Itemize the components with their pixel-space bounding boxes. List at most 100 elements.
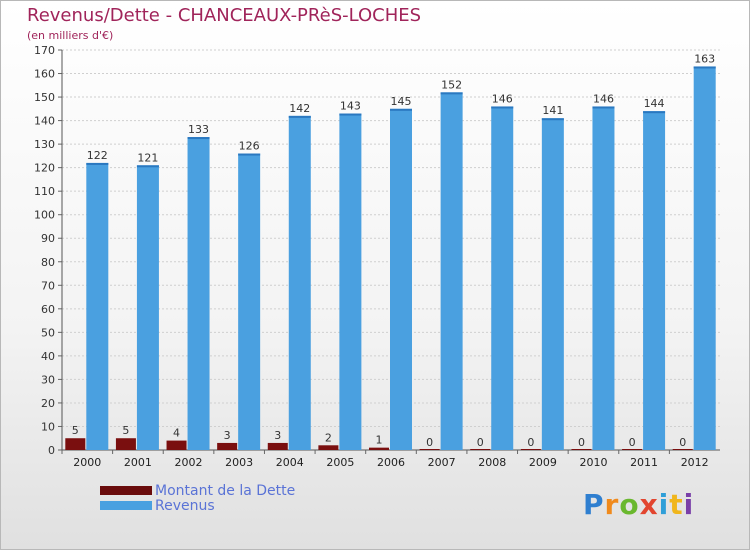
data-label-revenus: 141 [542, 104, 563, 117]
x-tick-label: 2009 [529, 456, 557, 469]
bar-revenus [86, 162, 109, 451]
bar-revenus-cap [643, 111, 666, 114]
y-tick-label: 80 [41, 256, 55, 269]
bar-revenus-cap [339, 113, 362, 116]
data-label-revenus: 122 [87, 149, 108, 162]
y-tick-label: 140 [34, 115, 55, 128]
data-label-dette: 2 [325, 431, 332, 444]
legend-swatch-dette [100, 486, 152, 495]
bar-revenus-cap [541, 118, 564, 121]
logo-letter: i [658, 488, 670, 521]
data-label-revenus: 163 [694, 52, 715, 65]
y-tick-label: 90 [41, 232, 55, 245]
x-tick-label: 2000 [73, 456, 101, 469]
bar-revenus [592, 106, 615, 451]
legend-item-dette: Montant de la Dette [100, 483, 360, 502]
data-label-dette: 0 [578, 436, 585, 449]
logo-letter: t [669, 488, 684, 521]
bar-dette [115, 438, 136, 450]
bar-revenus [440, 92, 463, 451]
bar-revenus-cap [187, 137, 210, 140]
x-tick-label: 2011 [630, 456, 658, 469]
bar-revenus-cap [86, 162, 109, 165]
x-tick-label: 2001 [124, 456, 152, 469]
logo-letter: o [619, 488, 640, 521]
bar-revenus [339, 113, 362, 450]
bar-revenus [136, 165, 159, 450]
data-labels: 0102030405060708090100110120130140150160… [34, 44, 715, 469]
bars [65, 66, 716, 451]
x-tick-label: 2002 [175, 456, 203, 469]
legend-label-dette: Montant de la Dette [155, 483, 296, 499]
data-label-revenus: 152 [441, 78, 462, 91]
data-label-revenus: 121 [137, 151, 158, 164]
data-label-revenus: 133 [188, 123, 209, 136]
legend-item-revenus: Revenus [100, 498, 360, 517]
bar-revenus [541, 118, 564, 450]
y-tick-label: 150 [34, 91, 55, 104]
bar-dette [65, 438, 86, 450]
y-tick-label: 10 [41, 420, 55, 433]
y-tick-label: 30 [41, 373, 55, 386]
data-label-dette: 3 [274, 429, 281, 442]
logo-letter: x [639, 488, 659, 521]
data-label-dette: 0 [679, 436, 686, 449]
bar-dette [672, 449, 693, 450]
bar-dette [571, 449, 592, 450]
bar-dette [470, 449, 491, 450]
bar-dette [520, 449, 541, 450]
data-label-dette: 0 [629, 436, 636, 449]
bar-revenus [643, 111, 666, 451]
x-tick-label: 2006 [377, 456, 405, 469]
y-tick-label: 120 [34, 162, 55, 175]
bar-dette [622, 449, 643, 450]
data-label-revenus: 143 [340, 100, 361, 113]
y-tick-label: 20 [41, 397, 55, 410]
y-tick-label: 70 [41, 279, 55, 292]
x-tick-label: 2005 [326, 456, 354, 469]
data-label-dette: 3 [224, 429, 231, 442]
bar-revenus [238, 153, 261, 450]
bar-dette [166, 440, 187, 450]
x-tick-label: 2012 [681, 456, 709, 469]
bar-revenus-cap [136, 165, 159, 168]
data-label-revenus: 146 [593, 92, 614, 105]
logo-letter: P [583, 488, 605, 521]
bar-revenus [288, 115, 311, 450]
bar-revenus [187, 137, 210, 450]
bar-dette [419, 449, 440, 450]
proxiti-logo: Proxiti [583, 488, 694, 521]
chart-title: Revenus/Dette - CHANCEAUX-PRèS-LOCHES [27, 5, 422, 26]
data-label-revenus: 146 [492, 92, 513, 105]
x-tick-label: 2003 [225, 456, 253, 469]
bar-revenus-cap [440, 92, 463, 95]
bar-revenus [693, 66, 716, 451]
y-tick-label: 100 [34, 209, 55, 222]
bar-dette [217, 442, 238, 450]
y-tick-label: 130 [34, 138, 55, 151]
bar-revenus-cap [390, 108, 412, 111]
data-label-dette: 0 [527, 436, 534, 449]
data-label-dette: 0 [426, 436, 433, 449]
bar-revenus-cap [288, 115, 311, 118]
data-label-dette: 0 [477, 436, 484, 449]
legend-label-revenus: Revenus [155, 498, 215, 514]
data-label-dette: 4 [173, 427, 180, 440]
data-label-revenus: 126 [239, 140, 260, 153]
y-tick-label: 0 [48, 444, 55, 457]
x-tick-label: 2008 [478, 456, 506, 469]
bar-revenus [390, 108, 412, 450]
data-label-revenus: 145 [391, 95, 412, 108]
bar-revenus-cap [592, 106, 615, 109]
data-label-dette: 5 [122, 424, 129, 437]
y-tick-label: 110 [34, 185, 55, 198]
y-tick-label: 40 [41, 350, 55, 363]
bar-revenus-cap [491, 106, 514, 109]
y-tick-label: 160 [34, 68, 55, 81]
data-label-dette: 5 [72, 424, 79, 437]
x-tick-label: 2007 [428, 456, 456, 469]
bar-dette [267, 442, 288, 450]
y-tick-label: 170 [34, 44, 55, 57]
